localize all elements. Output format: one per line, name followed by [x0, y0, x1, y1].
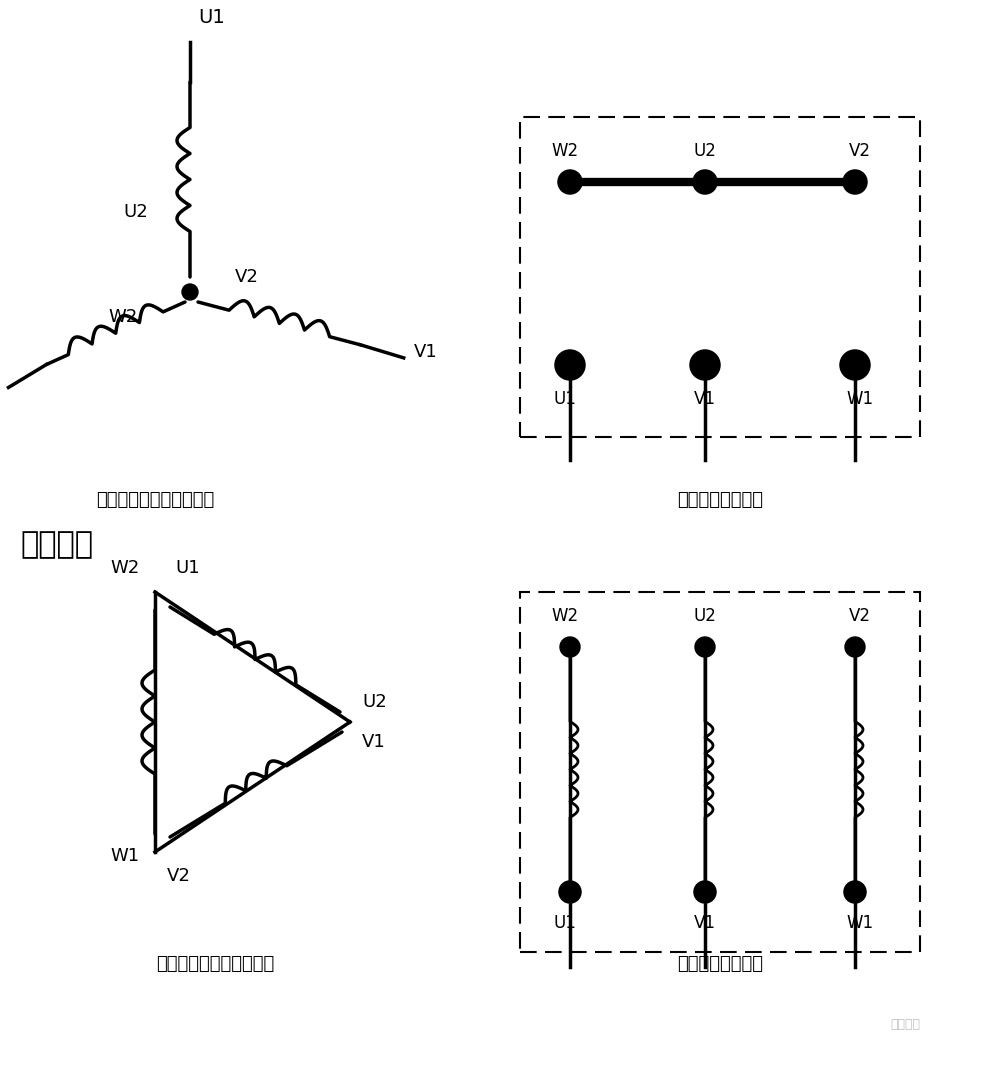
Circle shape [691, 351, 719, 379]
Circle shape [559, 171, 581, 193]
Text: U1: U1 [198, 8, 224, 27]
Text: U2: U2 [694, 607, 716, 625]
Text: U2: U2 [123, 203, 148, 221]
Text: V2: V2 [235, 268, 259, 286]
Text: U2: U2 [694, 142, 716, 160]
Text: 蚨线盒接线示意图: 蚨线盒接线示意图 [677, 955, 763, 973]
Text: W2: W2 [551, 142, 579, 160]
Text: V1: V1 [362, 733, 386, 751]
Circle shape [560, 637, 580, 657]
Text: W1: W1 [846, 914, 874, 932]
Text: U2: U2 [362, 692, 387, 711]
Circle shape [841, 351, 869, 379]
Circle shape [182, 283, 198, 300]
Bar [520, 117, 920, 437]
Text: U1: U1 [554, 390, 577, 408]
Circle shape [845, 637, 865, 657]
Text: 三相绕组电气通路示意图: 三相绕组电气通路示意图 [95, 491, 215, 509]
Circle shape [695, 637, 715, 657]
Text: V2: V2 [849, 607, 871, 625]
Text: W1: W1 [846, 390, 874, 408]
Circle shape [695, 882, 715, 902]
Text: U1: U1 [554, 914, 577, 932]
Text: V1: V1 [694, 390, 716, 408]
Text: W2: W2 [111, 559, 140, 577]
Text: 三相绕组电气通路示意图: 三相绕组电气通路示意图 [155, 955, 275, 973]
Text: U1: U1 [175, 559, 200, 577]
Text: V1: V1 [413, 343, 438, 361]
Circle shape [556, 351, 584, 379]
Bar [520, 592, 920, 952]
Circle shape [844, 171, 866, 193]
Text: 星型接法: 星型接法 [20, 530, 93, 559]
Text: W1: W1 [111, 847, 140, 865]
Text: V2: V2 [167, 867, 191, 885]
Circle shape [845, 882, 865, 902]
Circle shape [694, 171, 716, 193]
Text: V2: V2 [849, 142, 871, 160]
Text: 接线盒接线示意图: 接线盒接线示意图 [677, 491, 763, 509]
Text: 技成培训: 技成培训 [890, 1017, 920, 1030]
Text: W2: W2 [551, 607, 579, 625]
Circle shape [560, 882, 580, 902]
Text: W2: W2 [109, 308, 138, 326]
Text: V1: V1 [694, 914, 716, 932]
